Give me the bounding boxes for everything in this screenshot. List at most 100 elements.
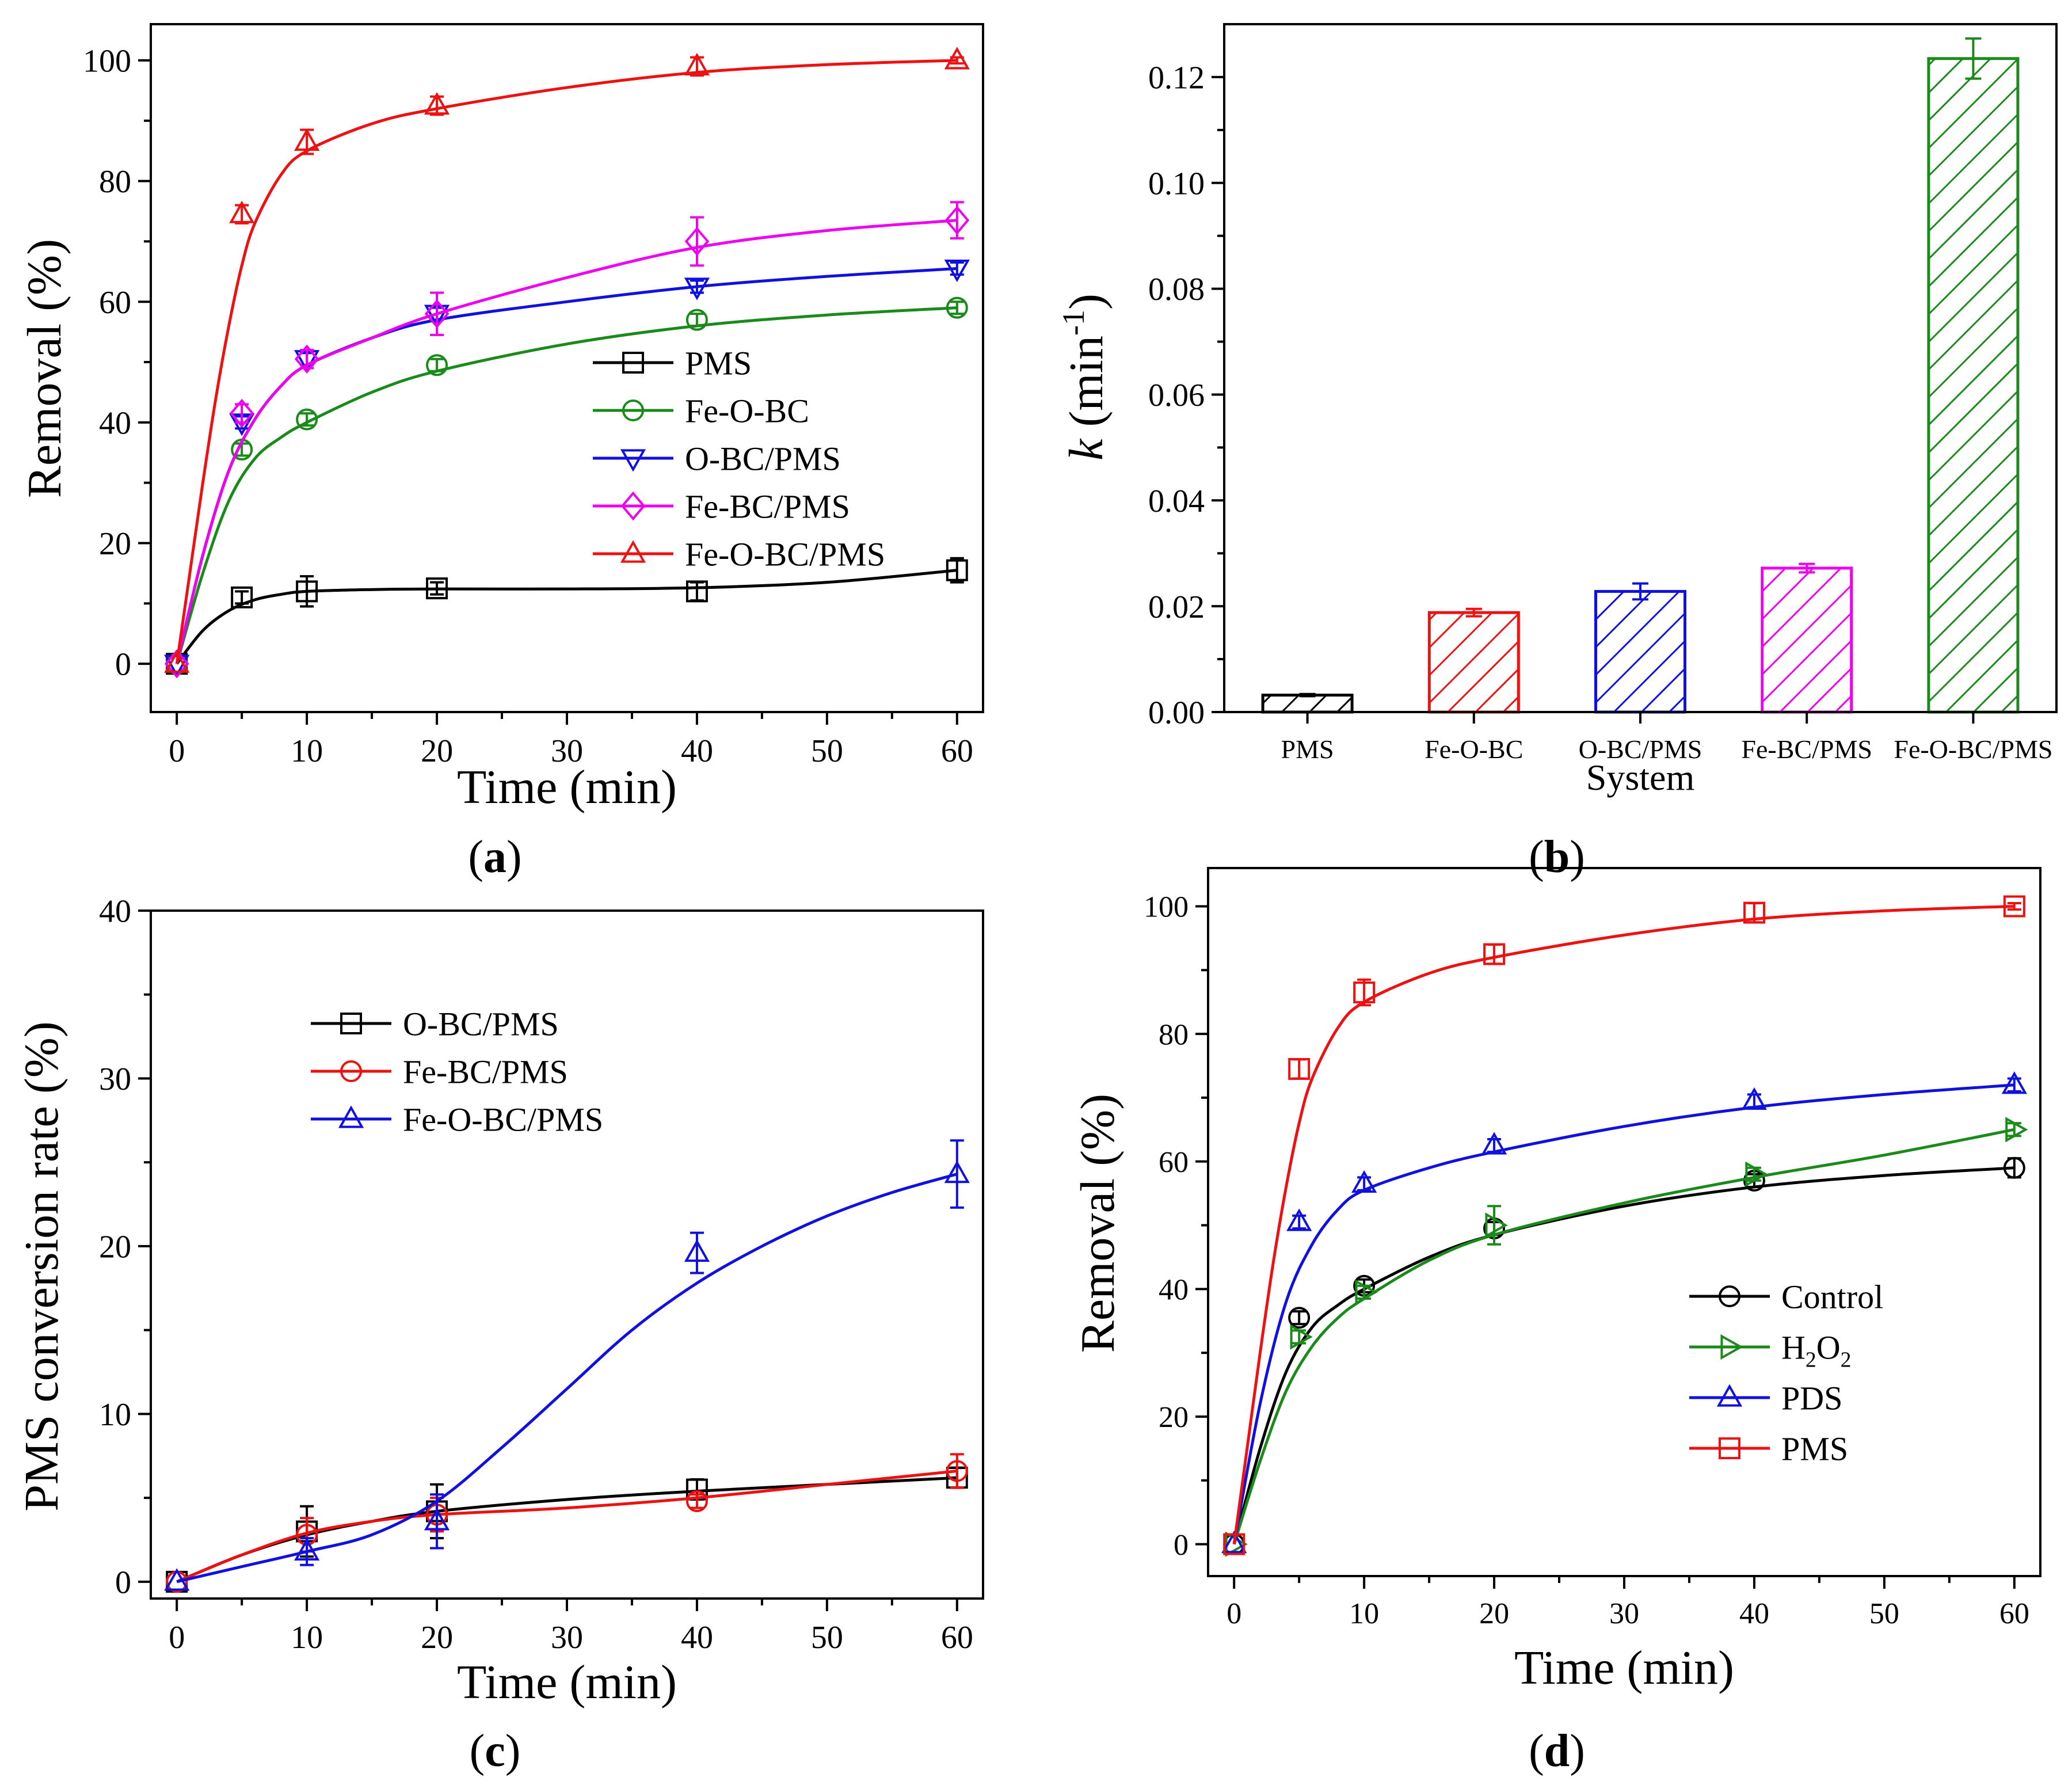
legend-marker: [1716, 1384, 1743, 1407]
panel-a-removal-chart: 0 10 20 30 40 50 60 0 20 40 60 80 100 Time (min) Rem…: [18, 23, 984, 882]
fit-curve: [1232, 904, 2014, 1544]
y-tick-label: 0.02: [1148, 589, 1205, 625]
panel-c-marks: [164, 1139, 970, 1593]
x-tick-label: 0: [169, 733, 185, 769]
legend-item: H2O2: [1689, 1329, 1851, 1372]
panel-d-marks: [1221, 895, 2028, 1557]
data-point-marker: [1741, 1087, 1768, 1110]
y-tick-label: 100: [1144, 891, 1189, 924]
series-fe-bc-pms: [164, 201, 970, 679]
bar-rect: [1594, 589, 1686, 714]
data-point-marker: [946, 296, 968, 319]
x-category-label: Fe-O-BC/PMS: [1894, 735, 2052, 764]
bar-rect: [1427, 611, 1520, 714]
x-tick-label: 50: [811, 733, 843, 769]
data-point-marker: [685, 309, 708, 331]
panel-d-x-axis-title: Time (min): [1514, 1641, 1734, 1695]
data-point-marker: [2005, 1117, 2028, 1143]
legend-item: Fe-BC/PMS: [593, 488, 850, 525]
data-point-marker: [164, 649, 189, 679]
y-tick-label: 40: [99, 405, 131, 441]
data-point-marker: [1481, 1132, 1507, 1155]
bar-rect: [1927, 57, 2020, 714]
legend-marker: [622, 399, 644, 421]
data-point-marker: [231, 586, 253, 608]
data-point-marker: [2001, 1071, 2027, 1094]
bar-rect: [1261, 694, 1354, 714]
bar-rect: [1761, 566, 1853, 714]
legend-label: PMS: [685, 344, 752, 382]
x-tick-label: 60: [941, 1620, 973, 1656]
series-fe-o-bc-pms: [164, 1139, 970, 1591]
y-tick-label: 0.06: [1148, 378, 1205, 413]
legend-label: Fe-O-BC/PMS: [685, 535, 885, 573]
data-point-marker: [944, 259, 970, 283]
data-point-marker: [1221, 1530, 1247, 1554]
data-point-marker: [424, 299, 450, 329]
bar-fe-o-bc: [1427, 607, 1520, 714]
x-tick-label: 20: [421, 733, 453, 769]
legend-label: Fe-O-BC: [685, 392, 809, 429]
x-tick-label: 20: [1479, 1597, 1509, 1630]
bar-o-bc-pms: [1594, 582, 1686, 714]
x-tick-label: 10: [1349, 1597, 1379, 1630]
y-tick-label: 0: [1174, 1529, 1189, 1562]
legend-label: Fe-O-BC/PMS: [403, 1101, 603, 1138]
data-point-marker: [1223, 1533, 1246, 1555]
series-pds: [1221, 1071, 2027, 1554]
legend-marker: [1719, 1285, 1740, 1307]
x-tick-label: 60: [1999, 1597, 2029, 1630]
data-point-marker: [1288, 1058, 1311, 1080]
fit-curve: [175, 306, 957, 664]
fit-curve: [176, 1470, 958, 1584]
data-point-marker: [684, 227, 710, 256]
bar-fe-bc-pms: [1761, 562, 1853, 714]
legend-item: O-BC/PMS: [311, 1005, 559, 1042]
data-point-marker: [164, 1568, 190, 1591]
data-point-marker: [2003, 895, 2025, 918]
data-point-marker: [294, 344, 319, 374]
fit-curve: [1232, 1128, 2015, 1545]
y-tick-label: 30: [99, 1061, 131, 1097]
panel-a-caption: (a): [468, 832, 521, 882]
y-tick-label: 0.10: [1148, 166, 1205, 201]
data-point-marker: [229, 398, 254, 428]
panel-d-legend: Control H2O2 PDS PMS: [1689, 1278, 1883, 1467]
panel-a-y-axis-title: Removal (%): [18, 239, 71, 498]
data-point-marker: [1290, 1324, 1313, 1350]
legend-label: Fe-BC/PMS: [403, 1053, 568, 1090]
y-tick-label: 60: [99, 285, 131, 321]
legend-label: Fe-BC/PMS: [685, 488, 850, 525]
legend-marker: [338, 1105, 364, 1128]
data-point-marker: [946, 559, 968, 581]
legend-label: Control: [1781, 1278, 1883, 1315]
data-point-marker: [164, 650, 190, 673]
x-tick-label: 50: [811, 1620, 843, 1656]
y-tick-label: 0: [115, 647, 131, 683]
panel-c-y-axis-title: PMS conversion rate (%): [15, 1021, 68, 1511]
x-tick-label: 40: [681, 1620, 713, 1656]
fit-curve: [1232, 1166, 2014, 1545]
panel-a-marks: [164, 47, 970, 679]
y-tick-label: 0: [115, 1565, 131, 1600]
data-point-marker: [684, 1239, 710, 1262]
data-point-marker: [944, 205, 970, 235]
legend-marker: [1719, 1437, 1740, 1459]
x-tick-label: 10: [291, 733, 323, 769]
y-tick-label: 40: [99, 894, 131, 930]
panel-d-y-axis-title: Removal (%): [1071, 1094, 1125, 1353]
panel-d-oxidant-chart: 0 10 20 30 40 50 60 0 20 40 60 80 100 Time (min) Rem…: [1071, 867, 2041, 1776]
legend-label: PMS: [1781, 1430, 1848, 1467]
data-point-marker: [294, 1538, 320, 1561]
y-tick-label: 40: [1159, 1274, 1189, 1307]
panel-b-rate-constant-chart: PMS Fe-O-BC O-BC/PMS Fe-BC/PMS Fe-O-BC/PMS 0.…: [1056, 23, 2058, 882]
data-point-marker: [296, 408, 318, 431]
legend-item: Fe-O-BC/PMS: [593, 535, 885, 573]
data-point-marker: [685, 1490, 708, 1512]
data-point-marker: [424, 92, 450, 115]
y-tick-label: 100: [83, 43, 131, 79]
legend-item: Fe-O-BC/PMS: [311, 1101, 603, 1138]
legend-marker: [340, 1013, 362, 1034]
